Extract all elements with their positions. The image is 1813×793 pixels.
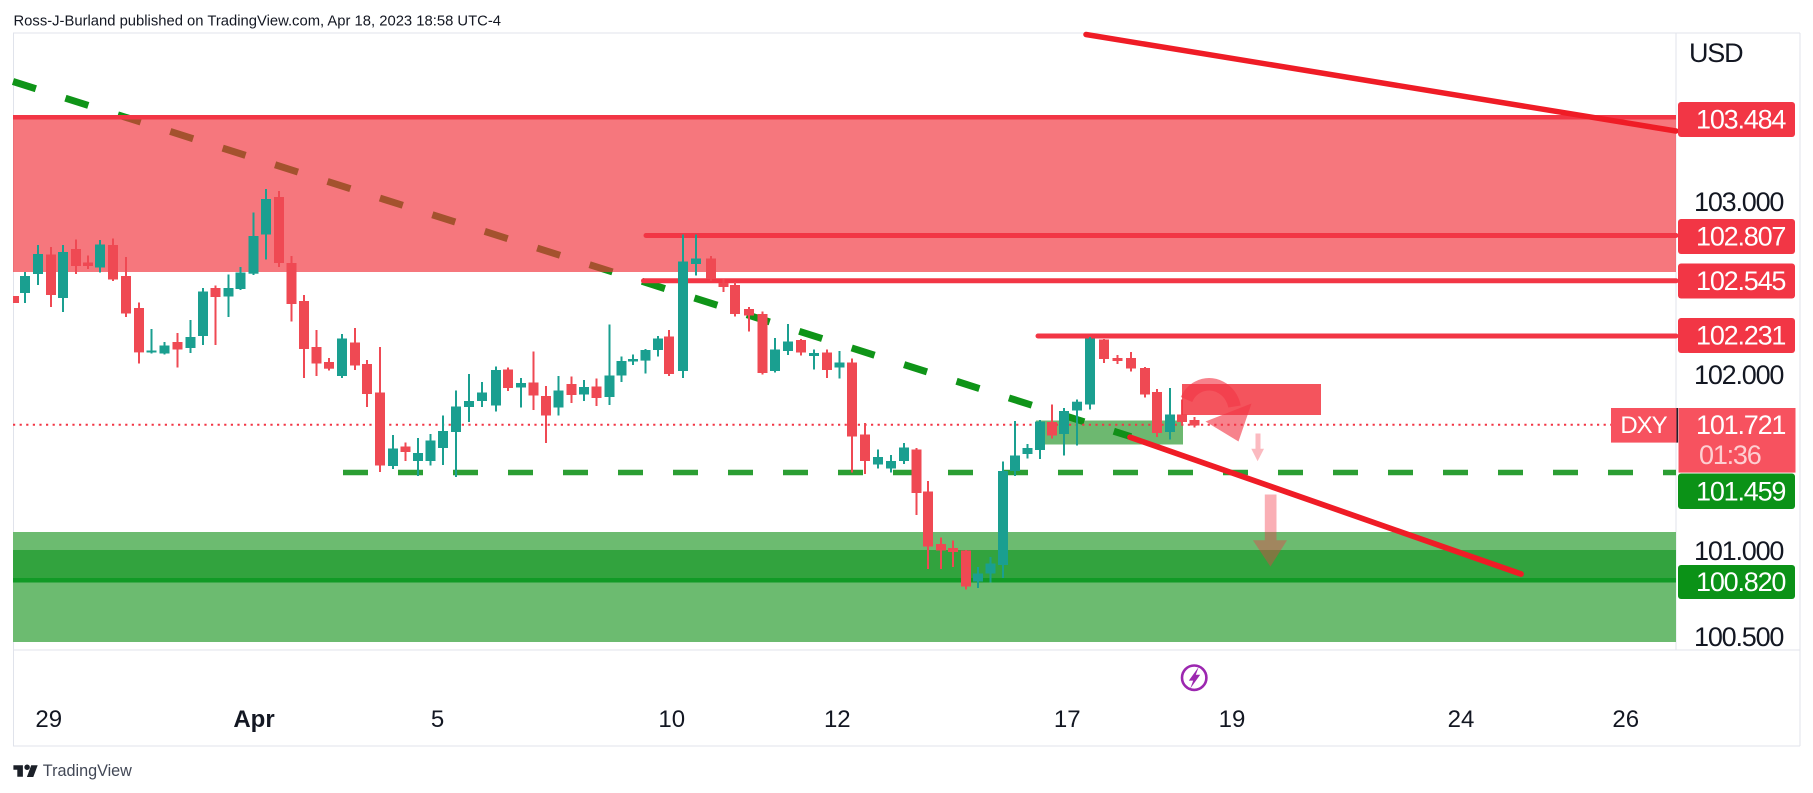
svg-text:103.484: 103.484 <box>1696 105 1786 135</box>
svg-text:Ross-J-Burland published on Tr: Ross-J-Burland published on TradingView.… <box>14 14 501 30</box>
svg-text:26: 26 <box>1612 706 1639 733</box>
svg-text:TradingView: TradingView <box>43 762 132 780</box>
svg-text:17: 17 <box>1054 706 1081 733</box>
svg-text:101.721: 101.721 <box>1696 410 1785 440</box>
svg-text:Apr: Apr <box>233 706 274 733</box>
svg-text:101.459: 101.459 <box>1696 477 1785 507</box>
svg-text:01:36: 01:36 <box>1699 440 1761 470</box>
svg-text:19: 19 <box>1219 706 1246 733</box>
svg-text:12: 12 <box>824 706 851 733</box>
svg-text:102.545: 102.545 <box>1696 266 1785 296</box>
svg-text:102.000: 102.000 <box>1694 360 1783 390</box>
svg-text:24: 24 <box>1448 706 1475 733</box>
svg-text:103.000: 103.000 <box>1694 187 1783 217</box>
svg-text:102.231: 102.231 <box>1696 321 1785 351</box>
svg-text:USD: USD <box>1689 38 1743 68</box>
svg-text:5: 5 <box>431 706 444 733</box>
svg-text:29: 29 <box>35 706 62 733</box>
svg-text:100.500: 100.500 <box>1694 622 1783 652</box>
svg-text:101.000: 101.000 <box>1694 536 1783 566</box>
svg-text:102.807: 102.807 <box>1696 222 1785 252</box>
svg-text:100.820: 100.820 <box>1696 567 1785 597</box>
svg-text:DXY: DXY <box>1620 412 1667 439</box>
svg-text:10: 10 <box>658 706 685 733</box>
